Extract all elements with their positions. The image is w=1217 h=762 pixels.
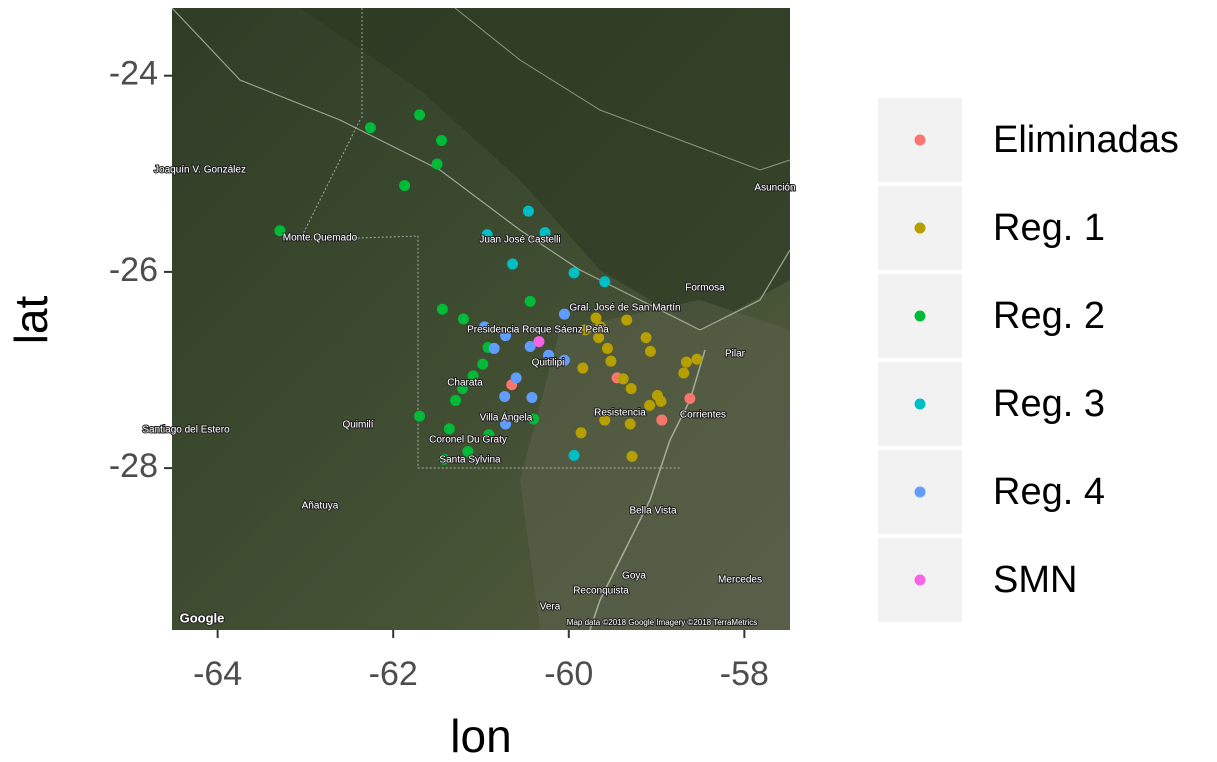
point [576, 427, 587, 438]
legend-swatch [915, 575, 926, 586]
point [655, 396, 666, 407]
point [436, 135, 447, 146]
point [523, 206, 534, 217]
point [414, 411, 425, 422]
point [432, 158, 443, 169]
legend-swatch [915, 223, 926, 234]
map-label: Quitilipi [532, 358, 565, 369]
y-tick-label: -26 [109, 251, 158, 289]
map-label: Vera [540, 602, 561, 613]
map-label: Asunción [754, 183, 795, 194]
x-tick-label: -58 [720, 655, 769, 693]
point [656, 415, 667, 426]
legend-swatch [915, 311, 926, 322]
point [444, 423, 455, 434]
point [450, 395, 461, 406]
map-label: Pilar [725, 349, 746, 360]
point [526, 392, 537, 403]
point [691, 354, 702, 365]
legend-label: Reg. 4 [993, 471, 1105, 513]
map-label: Monte Quemado [283, 233, 358, 244]
point [626, 451, 637, 462]
point [625, 418, 636, 429]
map-label: Villa Ángela [480, 411, 533, 424]
map-label: Google [180, 610, 225, 625]
point [458, 314, 469, 325]
y-tick-label: -28 [109, 447, 158, 485]
map-label: Coronel Du Graty [429, 435, 507, 446]
x-tick-label: -62 [369, 655, 418, 693]
point [605, 356, 616, 367]
legend-label: Eliminadas [993, 119, 1179, 161]
point [681, 357, 692, 368]
legend-swatch [915, 487, 926, 498]
map-label: Presidencia Roque Sáenz Peña [467, 325, 609, 336]
legend-swatch [915, 399, 926, 410]
point [621, 314, 632, 325]
point [507, 259, 518, 270]
point [618, 373, 629, 384]
point [626, 383, 637, 394]
chart: lon lat Joaquín V. González Monte Quemado… [0, 0, 1217, 762]
map-label: Mercedes [718, 575, 762, 586]
point [399, 180, 410, 191]
map-label: Joaquín V. González [154, 165, 246, 176]
map-label: Charata [447, 378, 483, 389]
map-label: Bella Vista [629, 506, 677, 517]
point [533, 336, 544, 347]
legend-label: Reg. 1 [993, 207, 1105, 249]
point [525, 296, 536, 307]
y-tick-label: -24 [109, 55, 158, 93]
point [641, 332, 652, 343]
map-label: Formosa [685, 283, 725, 294]
map-label: Reconquista [573, 586, 629, 597]
map-label: Resistencia [594, 408, 646, 419]
point [678, 367, 689, 378]
legend-label: Reg. 2 [993, 295, 1105, 337]
point [559, 309, 570, 320]
point [599, 276, 610, 287]
point [499, 391, 510, 402]
map-label: Juan José Castelli [479, 235, 560, 246]
map-background [172, 8, 790, 630]
point [477, 359, 488, 370]
point [489, 343, 500, 354]
map-label: Goya [622, 571, 646, 582]
point [437, 304, 448, 315]
point [645, 346, 656, 357]
point [511, 372, 522, 383]
point [577, 363, 588, 374]
point [365, 122, 376, 133]
map-label: Añatuya [302, 501, 339, 512]
legend-label: Reg. 3 [993, 383, 1105, 425]
point [684, 393, 695, 404]
legend-swatch [915, 135, 926, 146]
point [602, 343, 613, 354]
x-tick-label: -60 [544, 655, 593, 693]
map-label: Quimilí [342, 420, 373, 431]
y-axis-title: lat [5, 295, 57, 344]
legend-label: SMN [993, 559, 1077, 601]
point [569, 267, 580, 278]
map-label: Corrientes [680, 410, 726, 421]
x-tick-label: -64 [193, 655, 242, 693]
point [569, 450, 580, 461]
point [414, 109, 425, 120]
map-label: Gral. José de San Martín [569, 303, 680, 314]
map-label: Map data ©2018 Google Imagery ©2018 Terr… [567, 618, 757, 627]
map-label: Santa Sylvina [439, 455, 501, 466]
x-axis-title: lon [450, 710, 511, 762]
map-label: Santiago del Estero [142, 425, 230, 436]
